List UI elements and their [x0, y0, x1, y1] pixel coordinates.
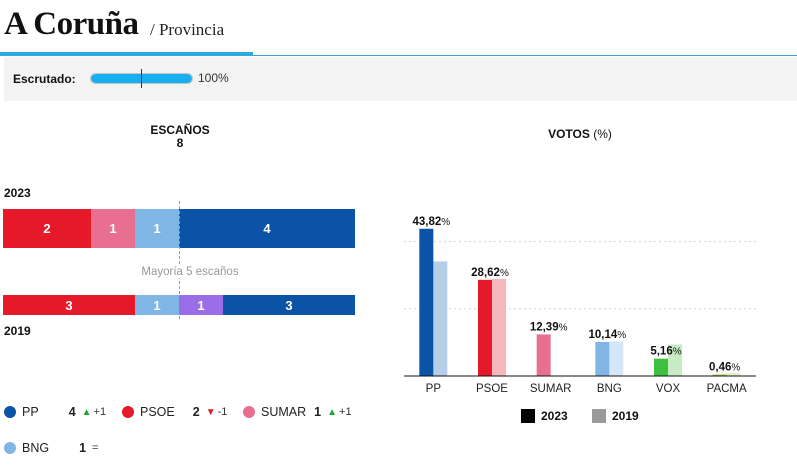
seats-heading: ESCAÑOS 8: [130, 124, 230, 150]
scrutiny-progress-marker: [141, 69, 142, 88]
title-underline: [0, 52, 253, 56]
arrow-up-icon: ▲: [327, 406, 338, 418]
arrow-down-icon: ▼: [205, 406, 216, 418]
votes-legend-2023: 2023: [521, 408, 568, 424]
bar-2023-bng: [595, 341, 610, 376]
data-label-pp: 43,82%: [412, 216, 450, 228]
legend-item-bng: BNG 1 =: [4, 440, 98, 456]
scrutiny-panel: Escrutado: 100%: [4, 57, 797, 101]
legend-label-2023: 2023: [541, 409, 568, 423]
votes-bar-chart: 43,82% PP 28,62% PSOE 12,39% SUMAR 10,14% BNG 5,…: [404, 216, 756, 395]
x-tick-label-psoe: PSOE: [476, 383, 508, 395]
bar-2019-psoe: [492, 278, 506, 376]
party-seat-change: +1: [93, 406, 107, 418]
party-name: BNG: [22, 441, 50, 455]
party-color-dot: [4, 442, 16, 454]
seat-segment-pp: 3: [223, 295, 355, 315]
seats-title: ESCAÑOS: [150, 123, 210, 137]
bar-2023-psoe: [478, 279, 492, 376]
header: A Coruña / Provincia: [0, 0, 797, 56]
party-seats: 1: [79, 441, 87, 455]
seat-row-year-2023: 2023: [4, 186, 31, 200]
data-label-vox: 5,16%: [650, 346, 681, 358]
legend-item-sumar: SUMAR 1 ▲ +1: [243, 404, 352, 420]
votes-unit: (%): [593, 127, 612, 141]
party-color-dot: [122, 406, 134, 418]
party-color-dot: [4, 406, 16, 418]
seat-row-year-2019: 2019: [4, 324, 31, 338]
party-name: PSOE: [140, 405, 175, 419]
legend-swatch-2023: [521, 409, 535, 423]
votes-heading: VOTOS (%): [530, 127, 630, 141]
data-label-bng: 10,14%: [588, 329, 626, 341]
party-seats: 1: [314, 405, 322, 419]
party-seat-change: -1: [217, 406, 228, 418]
majority-label: Mayoría 5 escaños: [100, 266, 280, 278]
bar-2019-pacma: [726, 372, 741, 376]
votes-legend-2019: 2019: [592, 408, 639, 424]
x-tick-label-bng: BNG: [597, 383, 622, 395]
party-color-dot: [243, 406, 255, 418]
votes-title: VOTOS: [548, 127, 590, 141]
bar-2019-pp: [433, 261, 448, 376]
bar-2019-bng: [609, 341, 624, 376]
arrow-up-icon: ▲: [81, 406, 92, 418]
data-label-sumar: 12,39%: [530, 321, 568, 333]
legend-swatch-2019: [592, 409, 606, 423]
seats-total: 8: [176, 136, 184, 150]
party-seat-change: +1: [339, 406, 352, 418]
data-label-psoe: 28,62%: [471, 267, 509, 279]
party-name: SUMAR: [261, 405, 307, 419]
legend-label-2019: 2019: [612, 409, 639, 423]
seat-segment-pp: 4: [179, 209, 355, 248]
scrutiny-label: Escrutado:: [13, 72, 76, 86]
x-tick-label-sumar: SUMAR: [530, 383, 572, 395]
bar-2023-pp: [419, 228, 434, 376]
data-label-pacma: 0,46%: [709, 361, 740, 373]
party-seats: 2: [192, 405, 200, 419]
seat-segment-bng: 1: [135, 295, 179, 315]
majority-line: [179, 201, 180, 319]
party-name: PP: [22, 405, 39, 419]
bar-2023-sumar: [536, 334, 551, 376]
page-subtitle: / Provincia: [150, 20, 225, 39]
seat-segment-psoe: 3: [3, 295, 135, 315]
seat-segment-sumar: 1: [91, 209, 135, 248]
page-title: A Coruña: [4, 6, 139, 42]
bar-2023-vox: [654, 358, 668, 376]
seat-segment-bng: 1: [135, 209, 179, 248]
party-seat-change: =: [92, 442, 99, 454]
scrutiny-percent: 100%: [198, 71, 229, 85]
bar-2019-vox: [668, 344, 682, 376]
party-seats: 4: [68, 405, 76, 419]
legend-item-psoe: PSOE 2 ▼ -1: [122, 404, 227, 420]
seat-segment-psoe: 2: [3, 209, 91, 248]
seat-segment-podemos: 1: [179, 295, 223, 315]
x-tick-label-pp: PP: [426, 383, 442, 395]
x-tick-label-pacma: PACMA: [707, 383, 747, 395]
legend-item-pp: PP 4 ▲ +1: [4, 404, 106, 420]
x-tick-label-vox: VOX: [656, 383, 681, 395]
bar-2023-pacma: [712, 374, 727, 376]
